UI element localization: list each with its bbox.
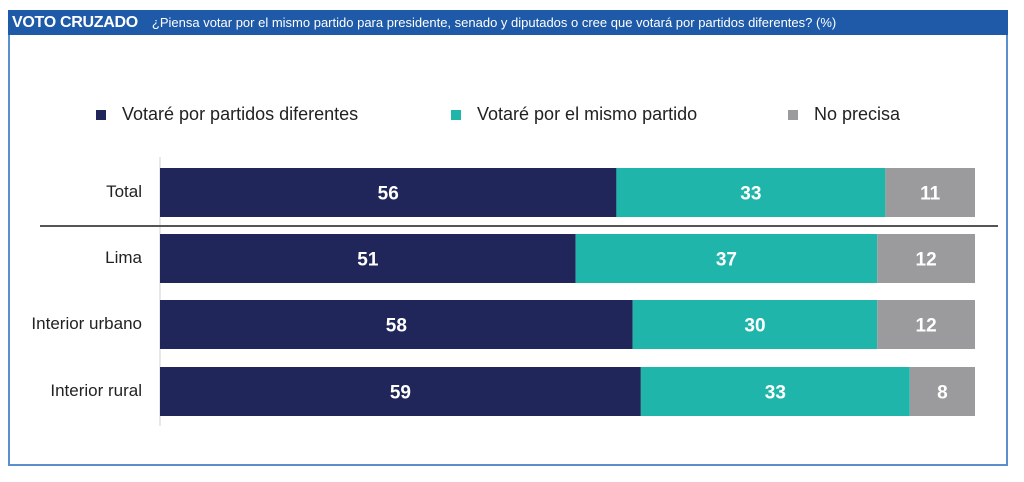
legend-item-mismo: Votaré por el mismo partido	[451, 104, 697, 125]
data-label: 30	[744, 316, 765, 337]
bar-segment	[877, 300, 975, 349]
data-label: 12	[916, 316, 937, 337]
data-label: 58	[386, 316, 407, 337]
data-label: 33	[765, 383, 786, 404]
bar-segment	[632, 300, 878, 349]
data-label: 33	[740, 184, 761, 205]
legend-item-no-precisa: No precisa	[788, 104, 900, 125]
category-label: Total	[106, 182, 142, 201]
bar-segment	[575, 234, 878, 283]
legend-item-diferentes: Votaré por partidos diferentes	[96, 104, 358, 125]
chart-title: VOTO CRUZADO	[12, 13, 138, 31]
data-label: 37	[716, 250, 737, 271]
category-label: Interior rural	[50, 381, 142, 400]
chart-question: ¿Piensa votar por el mismo partido para …	[151, 15, 837, 30]
legend: Votaré por partidos diferentes Votaré po…	[0, 104, 1024, 126]
legend-swatch	[788, 109, 798, 120]
data-label: 12	[916, 250, 937, 271]
data-label: 51	[357, 250, 379, 271]
legend-label: Votaré por el mismo partido	[477, 104, 698, 124]
legend-swatch	[451, 109, 461, 120]
bar-segment	[640, 367, 910, 416]
data-label: 11	[920, 184, 941, 205]
bar-segment	[877, 234, 975, 283]
legend-label: Votaré por partidos diferentes	[122, 104, 359, 124]
bar-segment	[160, 367, 641, 416]
data-label: 8	[937, 383, 948, 404]
category-label: Interior urbano	[31, 314, 142, 333]
data-label: 59	[390, 383, 411, 404]
category-label: Lima	[105, 248, 142, 267]
bar-segment	[909, 367, 975, 416]
legend-swatch	[96, 109, 106, 120]
bar-segment	[885, 168, 975, 217]
chart-header: VOTO CRUZADO ¿Piensa votar por el mismo …	[8, 10, 1008, 35]
bar-segment	[160, 300, 633, 349]
bar-segment	[616, 168, 886, 217]
bar-segment	[160, 168, 617, 217]
bar-segment	[160, 234, 576, 283]
data-label: 56	[378, 184, 399, 205]
legend-label: No precisa	[814, 104, 901, 124]
